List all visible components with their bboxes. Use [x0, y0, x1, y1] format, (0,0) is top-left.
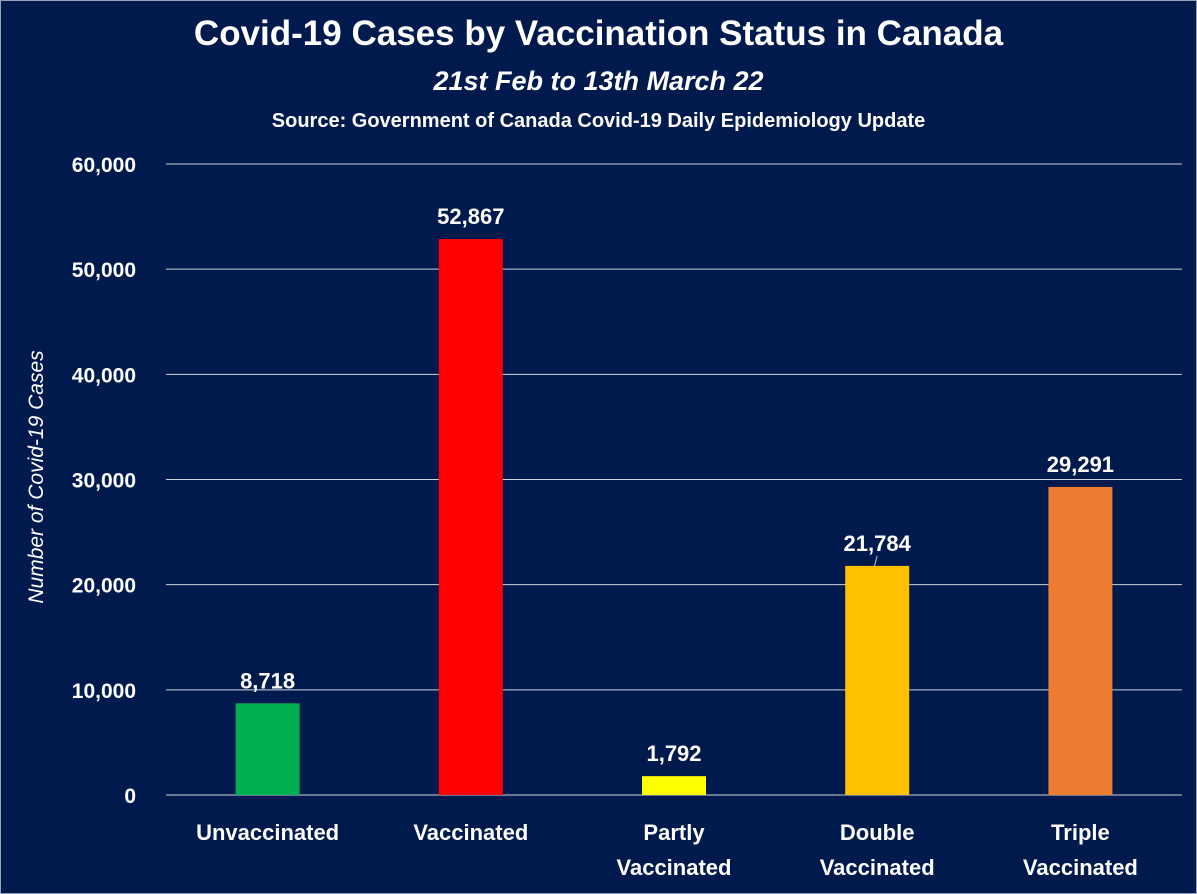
category-label: Unvaccinated [196, 820, 339, 845]
gridlines [166, 163, 1182, 796]
chart-source: Source: Government of Canada Covid-19 Da… [271, 110, 926, 132]
data-label: 1,792 [646, 741, 701, 766]
category-label: Vaccinated [1023, 855, 1138, 880]
bar [642, 776, 706, 795]
category-label: Partly [643, 820, 705, 845]
data-labels: 8,718 52,867 1,792 21,784 29,291 [240, 204, 1114, 766]
y-tick-label: 40,000 [72, 364, 136, 387]
y-tick-label: 0 [124, 785, 136, 808]
bars [235, 239, 1113, 795]
bar [438, 239, 503, 795]
category-label: Vaccinated [820, 855, 935, 880]
bar [845, 565, 910, 795]
x-axis-categories: Unvaccinated Vaccinated Partly Vaccinated Do… [196, 820, 1138, 880]
y-tick-label: 20,000 [72, 575, 136, 598]
category-label: Vaccinated [617, 855, 732, 880]
y-axis-ticks: 0 10,000 20,000 30,000 40,000 50,000 60,000 [72, 154, 136, 808]
y-tick-label: 50,000 [72, 259, 136, 282]
chart-subtitle: 21st Feb to 13th March 22 [433, 66, 764, 96]
data-label: 21,784 [844, 531, 912, 556]
bar [235, 703, 300, 795]
y-tick-label: 30,000 [72, 470, 136, 493]
category-label: Vaccinated [413, 820, 528, 845]
data-label: 29,291 [1047, 452, 1114, 477]
category-label: Triple [1051, 820, 1110, 845]
data-label: 52,867 [437, 204, 504, 229]
y-tick-label: 10,000 [72, 680, 136, 703]
data-label: 8,718 [240, 668, 295, 693]
chart-title: Covid-19 Cases by Vaccination Status in … [193, 14, 1004, 53]
y-tick-label: 60,000 [72, 154, 136, 177]
bar [1048, 486, 1113, 795]
data-label-leader-line [873, 555, 878, 568]
category-label: Double [840, 820, 915, 845]
